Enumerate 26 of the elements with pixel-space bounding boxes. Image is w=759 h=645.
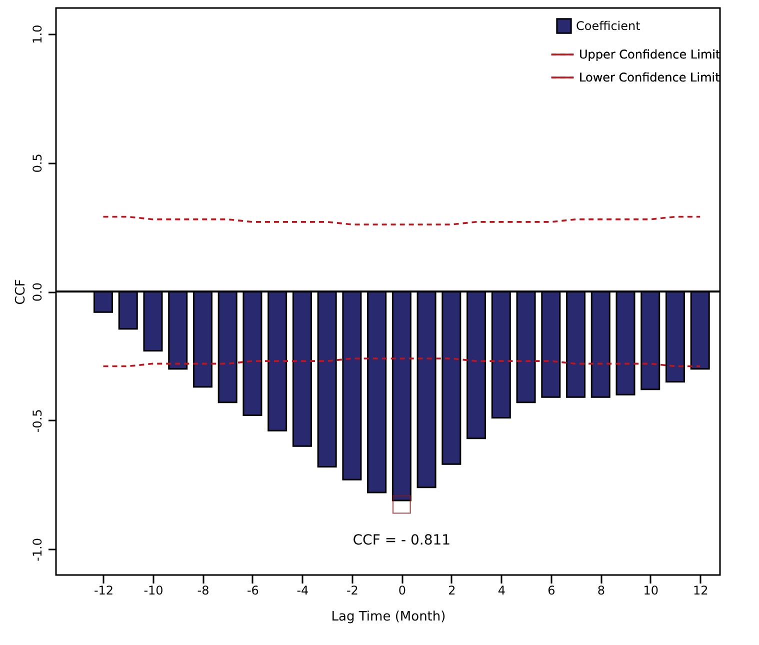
x-tick-label: 0: [398, 584, 406, 598]
y-tick-label: 1.0: [30, 24, 44, 44]
x-axis-title: Lag Time (Month): [331, 610, 446, 624]
line-series: [102, 216, 702, 226]
x-tick-label: -8: [197, 584, 210, 598]
annotation: CCF = - 0.811: [352, 532, 451, 549]
y-tick-label: 0.0: [30, 282, 44, 302]
x-tick-label: 6: [548, 584, 556, 598]
y-tick-label: 0.5: [30, 154, 44, 173]
x-tick-label: -10: [144, 584, 164, 598]
x-tick-label: 12: [692, 584, 708, 598]
x-tick-label: -6: [246, 584, 259, 598]
y-tick-label: -1.0: [30, 538, 44, 562]
x-tick-label: -12: [94, 584, 114, 598]
x-tick-label: 4: [498, 584, 506, 598]
x-tick-label: 8: [597, 584, 605, 598]
legend-label: Coefficient: [576, 19, 641, 33]
x-tick-label: 2: [448, 584, 456, 598]
line-series: [102, 358, 702, 368]
y-axis-title: CCF: [14, 279, 28, 305]
legend-label: Upper Confidence Limit: [579, 48, 720, 62]
x-tick-label: -2: [346, 584, 358, 598]
legend-label: Lower Confidence Limit: [579, 70, 720, 84]
x-tick-label: 10: [643, 584, 659, 598]
y-tick-label: -0.5: [30, 409, 44, 433]
x-tick-label: -4: [296, 584, 309, 598]
